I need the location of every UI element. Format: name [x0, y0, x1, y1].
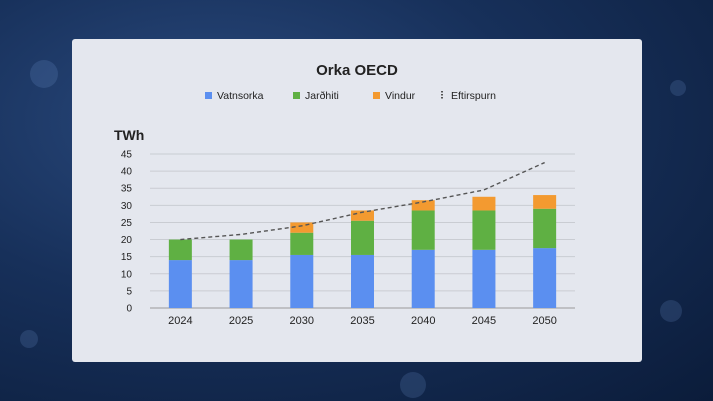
bar-segment — [472, 210, 496, 250]
bar-segment — [351, 210, 374, 221]
bar-segment — [533, 248, 557, 308]
bar-segment — [290, 222, 314, 233]
x-axis-ticks: 2024 2025 2030 2035 2040 2045 2050 — [168, 315, 557, 327]
background-bokeh — [20, 330, 38, 348]
x-tick-label: 2025 — [229, 315, 253, 327]
x-tick-label: 2045 — [472, 315, 496, 327]
y-axis-unit: TWh — [114, 127, 144, 143]
legend-item: Eftirspurn — [441, 90, 496, 102]
chart: Orka OECD Vatnsorka Jarðhiti Vindur Eftirsp… — [114, 62, 575, 327]
bars — [168, 195, 557, 308]
background-bokeh — [30, 60, 58, 88]
y-tick-label: 5 — [126, 286, 132, 297]
bar-segment — [290, 232, 314, 255]
bar-segment — [472, 249, 496, 308]
legend-label: Vindur — [385, 90, 416, 102]
legend-swatch — [205, 92, 212, 99]
y-tick-label: 30 — [121, 201, 133, 212]
legend-swatch — [293, 92, 300, 99]
y-tick-label: 0 — [126, 304, 132, 315]
demand-line — [180, 161, 545, 241]
demand-line-path — [180, 161, 545, 241]
legend-item: Vatnsorka — [205, 90, 264, 102]
legend-label: Eftirspurn — [451, 90, 496, 102]
bar-segment — [168, 239, 192, 261]
y-tick-label: 25 — [121, 218, 133, 229]
y-axis-ticks: 0 5 10 15 20 25 30 35 40 45 — [121, 150, 133, 315]
x-tick-label: 2030 — [290, 315, 314, 327]
y-tick-label: 10 — [121, 269, 133, 280]
y-tick-label: 15 — [121, 252, 133, 263]
x-tick-label: 2050 — [532, 315, 556, 327]
bar-segment — [411, 210, 435, 250]
legend-label: Vatnsorka — [217, 90, 264, 102]
background-bokeh — [400, 372, 426, 398]
chart-title: Orka OECD — [316, 62, 398, 79]
x-tick-label: 2024 — [168, 315, 192, 327]
bar-segment — [411, 249, 435, 308]
bar-segment — [533, 195, 557, 209]
bar-segment — [351, 220, 374, 255]
y-tick-label: 20 — [121, 235, 133, 246]
bar-segment — [168, 260, 192, 308]
bar-segment — [229, 260, 253, 308]
bar-segment — [533, 208, 557, 249]
legend: Vatnsorka Jarðhiti Vindur Eftirspurn — [205, 90, 496, 102]
y-tick-label: 40 — [121, 167, 133, 178]
legend-label: Jarðhiti — [305, 90, 339, 102]
bar-segment — [351, 254, 374, 308]
bar-segment — [411, 200, 435, 211]
x-tick-label: 2040 — [411, 315, 435, 327]
legend-item: Vindur — [373, 90, 416, 102]
bar-segment — [472, 196, 496, 211]
legend-item: Jarðhiti — [293, 90, 339, 102]
x-tick-label: 2035 — [350, 315, 374, 327]
bar-segment — [229, 239, 253, 261]
y-tick-label: 45 — [121, 150, 133, 161]
chart-card: Orka OECD Vatnsorka Jarðhiti Vindur Eftirsp… — [72, 39, 642, 362]
y-tick-label: 35 — [121, 184, 133, 195]
background-bokeh — [670, 80, 686, 96]
legend-swatch — [373, 92, 380, 99]
bar-segment — [290, 254, 314, 308]
background-bokeh — [660, 300, 682, 322]
